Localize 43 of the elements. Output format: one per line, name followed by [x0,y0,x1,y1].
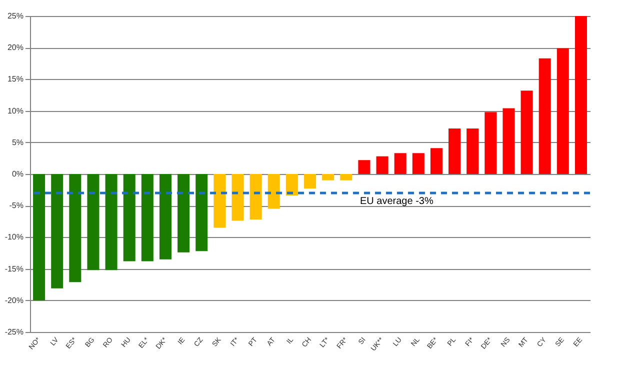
bar [430,148,442,174]
y-tick-label: -20% [4,296,24,305]
bar [105,174,118,270]
bar [520,90,533,174]
bar [484,112,497,174]
bar [214,174,226,228]
bar [159,174,172,260]
y-tick-label: -5% [9,201,24,210]
y-tick-label: -15% [4,264,24,274]
bar [141,174,154,262]
bar [394,153,406,174]
bar [232,174,244,221]
bar [286,174,298,196]
bar [556,48,569,174]
bar [123,174,136,262]
bar [412,153,424,174]
bar [502,108,515,174]
bar [304,174,316,189]
bar [574,16,587,174]
bar [250,174,262,220]
bar [448,128,461,174]
bar [268,174,280,209]
bar [33,174,46,300]
bar [196,174,208,252]
bar [376,156,388,174]
bar [322,174,334,180]
bar [538,58,551,174]
y-tick-label: 20% [7,43,24,52]
bar [51,174,64,288]
y-tick-label: -10% [4,232,24,242]
bar [69,174,82,282]
y-tick-label: 10% [7,106,24,116]
bar [466,128,479,174]
ref-line-label: EU average -3% [360,196,434,207]
y-tick-label: 5% [12,138,24,147]
y-tick-label: 0% [12,170,24,178]
bar [178,174,190,252]
bar [340,174,352,180]
bar [358,160,370,174]
y-tick-label: 15% [7,74,24,84]
y-tick-label: -25% [4,328,24,336]
y-tick-label: 25% [7,12,24,20]
bar [87,174,100,270]
